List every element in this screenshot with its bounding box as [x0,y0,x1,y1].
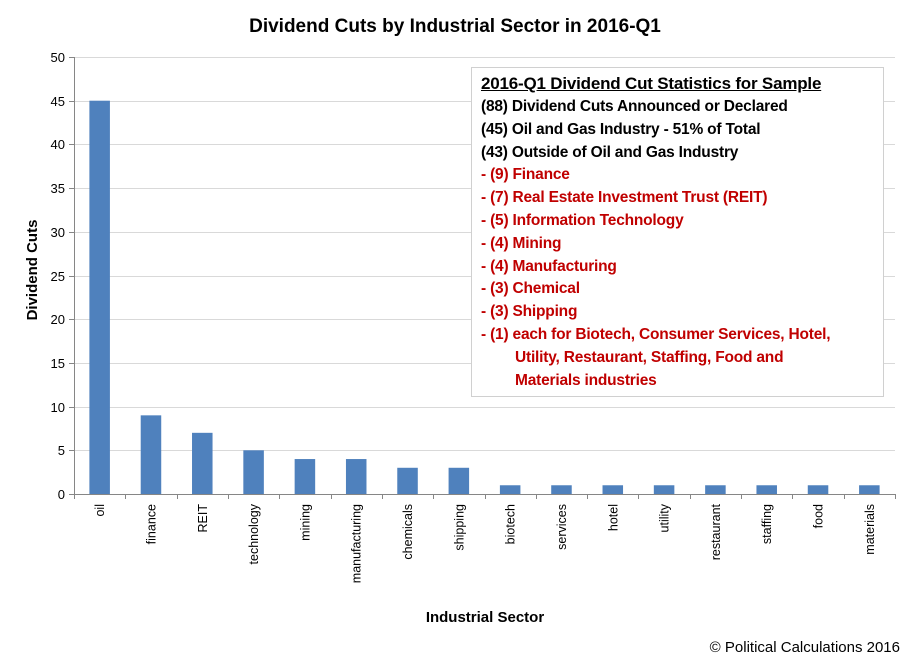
annotation-line: (45) Oil and Gas Industry - 51% of Total [481,120,761,138]
bar-finance [140,415,162,494]
annotation-line: (88) Dividend Cuts Announced or Declared [481,98,788,115]
x-tick-label: food [812,504,826,528]
bar-restaurant [705,485,726,494]
x-axis [74,494,896,499]
bar-hotel [602,485,624,494]
bar-food [807,485,829,494]
bar-oil [89,100,110,494]
y-tick-label: 5 [58,443,65,458]
statistics-annotation-box: 2016-Q1 Dividend Cut Statistics for Samp… [471,67,884,397]
annotation-line: - (3) Chemical [481,280,580,298]
annotation-line: - (7) Real Estate Investment Trust (REIT… [481,189,768,207]
y-tick-label: 0 [58,487,65,502]
y-tick-label: 25 [51,269,65,284]
x-tick-label: oil [93,504,107,517]
bar-utility [653,485,675,494]
x-tick-label: hotel [606,504,620,531]
annotation-line: - (5) Information Technology [481,211,684,229]
y-tick-label: 50 [51,50,65,65]
bar-technology [243,450,264,494]
x-tick-label: manufacturing [350,504,364,583]
bar-mining [294,459,316,494]
annotation-line: - (1) each for Biotech, Consumer Service… [481,325,831,343]
y-tick-label: 20 [51,312,65,327]
x-tick-label: restaurant [709,503,723,560]
x-tick-label: finance [144,504,158,544]
x-tick-label: technology [247,503,261,564]
bars [89,100,880,494]
annotation-heading: 2016-Q1 Dividend Cut Statistics for Samp… [481,74,822,93]
y-tick-label: 45 [51,94,65,109]
bar-biotech [499,485,521,494]
x-tick-label: shipping [452,504,466,551]
y-tick-label: 35 [51,181,65,196]
annotation-line: - (4) Mining [481,234,562,252]
bar-staffing [756,485,777,494]
x-tick-label: biotech [504,504,518,544]
bar-shipping [448,467,470,494]
x-tick-label: REIT [196,504,210,533]
x-tick-label: mining [298,504,312,541]
annotation-line: Utility, Restaurant, Staffing, Food and [515,348,784,366]
x-tick-label: chemicals [401,504,415,560]
y-tick-label: 15 [51,356,65,371]
y-tick-label: 30 [51,225,65,240]
x-tick-label: utility [658,503,672,532]
y-tick-label: 40 [51,137,65,152]
annotation-line: - (3) Shipping [481,303,578,321]
y-tick-label: 10 [51,400,65,415]
x-tick-label: staffing [760,504,774,544]
copyright-credit: © Political Calculations 2016 [710,639,900,656]
annotation-line: (43) Outside of Oil and Gas Industry [481,143,739,161]
x-tick-label: materials [863,504,877,555]
x-tick-label: services [555,504,569,550]
y-axis-title: Dividend Cuts [24,220,41,321]
annotation-line: - (9) Finance [481,166,570,184]
chart-title: Dividend Cuts by Industrial Sector in 20… [249,16,661,37]
annotation-line: Materials industries [515,371,657,389]
bar-reit [192,432,213,494]
bar-chemicals [397,467,418,494]
annotation-line: - (4) Manufacturing [481,257,617,275]
x-tick-labels: oil finance REIT technology mining manufactur… [93,503,877,583]
x-axis-title: Industrial Sector [426,609,545,626]
bar-materials [859,485,880,494]
bar-manufacturing [345,459,367,494]
bar-services [551,485,572,494]
annotation-lines: (88) Dividend Cuts Announced or Declared… [481,96,883,392]
y-axis: 0 5 10 15 20 25 30 35 40 45 50 [51,50,75,502]
